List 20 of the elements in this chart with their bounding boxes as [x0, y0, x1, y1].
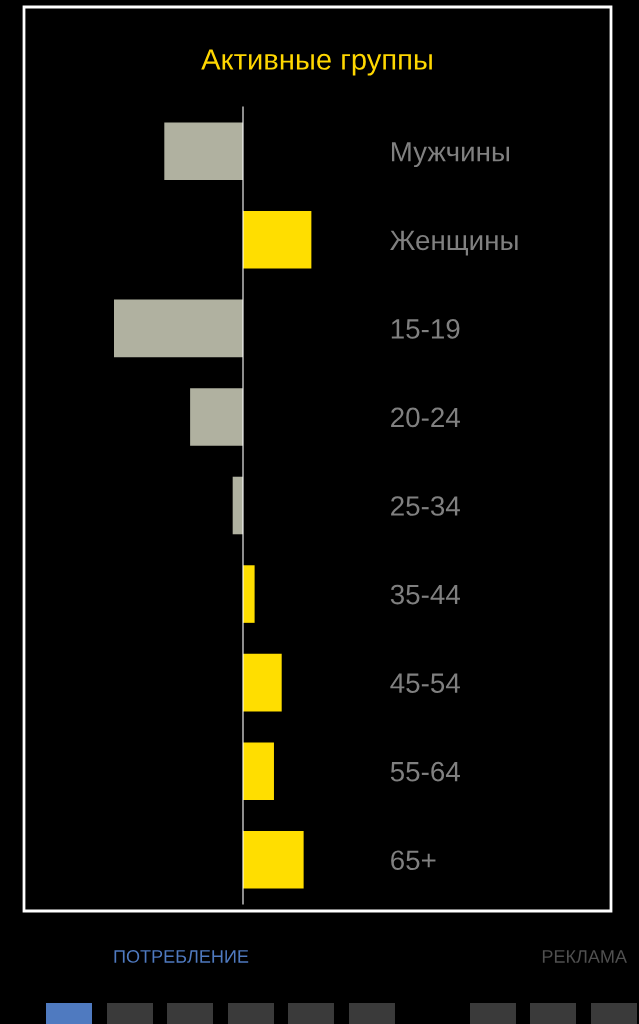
y-tick-label: 55-64 [390, 761, 460, 782]
y-tick-label: 35-44 [390, 584, 460, 605]
y-tick-label: 45-54 [390, 673, 460, 693]
bar [114, 299, 243, 358]
y-tick-label: 25-34 [391, 496, 460, 516]
bar [243, 653, 282, 712]
bar [243, 742, 274, 800]
y-tick-label: 65+ [391, 850, 436, 871]
y-tick-label: Женщины [390, 230, 518, 256]
chart-title: Активные группы [201, 49, 432, 76]
bar [243, 830, 304, 889]
bar [164, 122, 243, 181]
bar [190, 388, 243, 446]
text: РЕКЛАМА [542, 950, 627, 963]
text: ПОТРЕБЛЕНИЕ [114, 950, 249, 963]
y-tick-label: Мужчины [391, 142, 509, 168]
bar [243, 211, 312, 269]
bar [243, 565, 255, 623]
y-tick-label: 15-19 [391, 319, 460, 339]
y-tick-label: 20-24 [391, 407, 460, 428]
